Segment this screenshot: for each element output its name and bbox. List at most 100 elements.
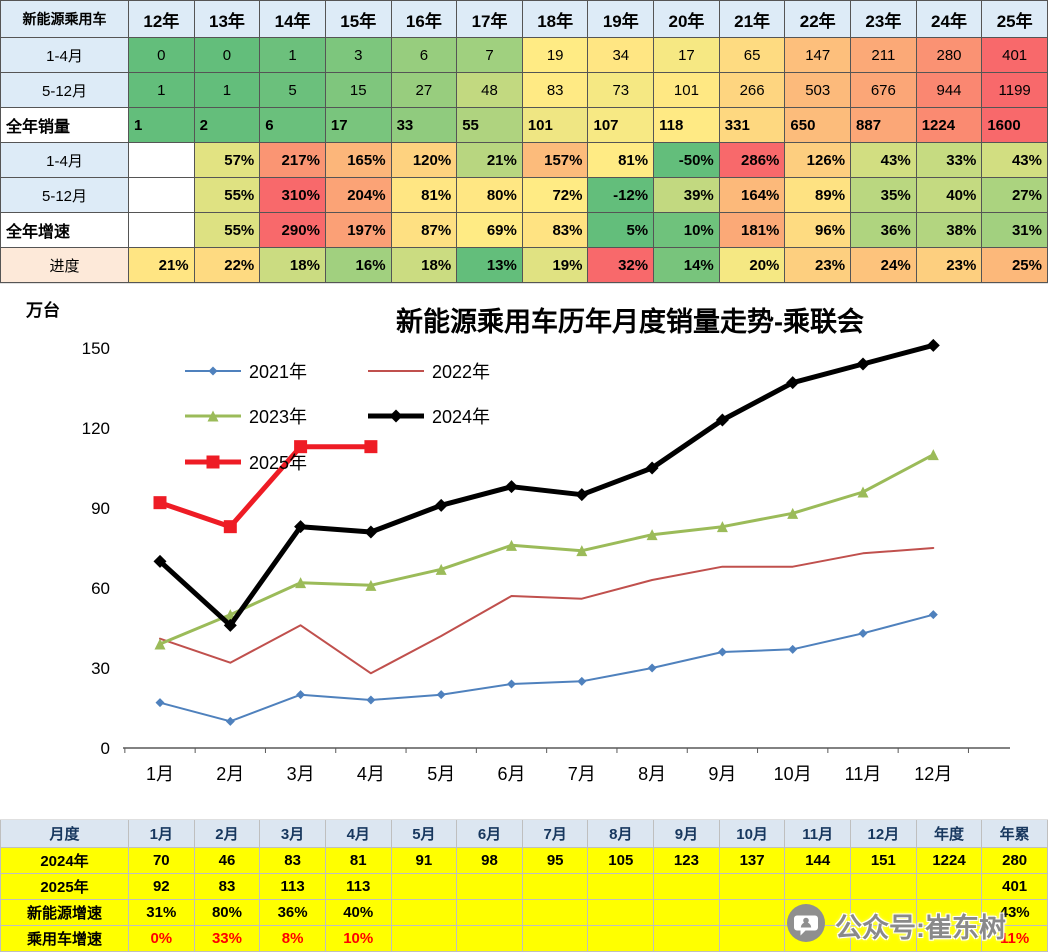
row-label-cell: 全年增速 [1,213,129,248]
heatmap-value-cell: 31% [982,213,1048,248]
heatmap-value-cell: 38% [916,213,983,248]
chart-title: 新能源乘用车历年月度销量走势-乘联会 [396,306,864,337]
heatmap-value-cell: 33 [391,108,458,143]
chart-marker [787,507,799,519]
chart-marker [645,461,659,475]
bottom-value-cell [391,900,458,926]
heatmap-value-cell: 107 [588,108,655,143]
heatmap-value-cell: 6 [391,38,458,73]
chart-marker [296,690,306,700]
year-header-cell: 13年 [194,1,261,38]
heatmap-value-cell: 310% [260,178,326,213]
y-tick-label: 120 [82,419,110,438]
heatmap-value-cell: 43% [851,143,917,178]
heatmap-value-cell: 0 [194,38,261,73]
heatmap-value-cell: 17 [654,38,720,73]
chart-marker [295,577,307,589]
heatmap-value-cell: 266 [719,73,786,108]
heatmap-value-cell: 21% [129,248,195,283]
row-label-cell: 5-12月 [1,178,129,213]
heatmap-value-cell: 13% [457,248,523,283]
chart-line-2024年 [157,342,936,628]
chart-marker [366,695,376,705]
heatmap-value-cell: 22% [194,248,261,283]
heatmap-value-cell: 126% [785,143,852,178]
chart-marker [207,410,219,422]
y-tick-label: 30 [91,659,110,678]
bottom-value-cell: 36% [260,900,326,926]
row-label-cell: 1-4月 [1,143,129,178]
year-header-cell: 18年 [522,1,589,38]
heatmap-value-cell: 120% [391,143,458,178]
chart-marker [646,529,658,541]
year-header-cell: 15年 [325,1,392,38]
bottom-value-cell [522,926,589,952]
chart-marker [786,376,800,390]
x-tick-label: 1月 [146,764,174,784]
heatmap-value-cell: 24% [851,248,917,283]
bottom-header-cell: 3月 [260,820,326,848]
year-header-cell: 23年 [851,1,917,38]
heatmap-value-cell: 19% [522,248,589,283]
chart-marker [154,638,166,650]
heatmap-value-cell: 39% [654,178,720,213]
heatmap-value-cell: 34 [588,38,655,73]
y-axis-unit-label: 万台 [25,300,60,320]
chart-marker [856,357,870,371]
bottom-header-cell: 9月 [654,820,720,848]
chart-marker [294,440,308,454]
legend-label-2025年: 2025年 [249,453,307,473]
bottom-value-cell [654,926,720,952]
chart-marker [576,545,588,557]
heatmap-value-cell: 15 [325,73,392,108]
year-header-cell: 14年 [260,1,326,38]
heatmap-value-cell: 1 [129,108,195,143]
bottom-value-cell: 33% [194,926,261,952]
heatmap-value-cell: 290% [260,213,326,248]
bottom-value-cell: 10% [325,926,392,952]
chart-marker [507,679,516,689]
heatmap-value-cell: 35% [851,178,917,213]
y-tick-label: 60 [91,579,110,598]
heatmap-value-cell: -12% [588,178,655,213]
heatmap-value-cell: 2 [194,108,261,143]
heatmap-value-cell: 217% [260,143,326,178]
year-header-cell: 19年 [588,1,655,38]
bottom-header-cell: 11月 [785,820,852,848]
heatmap-value-cell: 0 [129,38,195,73]
heatmap-value-cell: 89% [785,178,852,213]
heatmap-value-cell: 72% [522,178,589,213]
chart-marker [857,486,869,498]
heatmap-value-cell: 3 [325,38,392,73]
heatmap-value-cell: -50% [654,143,720,178]
chart-marker [575,488,589,502]
table-corner-label: 新能源乘用车 [1,1,129,38]
chart-marker [505,480,518,494]
year-header-cell: 21年 [719,1,786,38]
monthly-data-table: 月度 1月 2月 3月 4月 5月 6月 7月 8月 9月 10月 11月 12月 年度 年累 2024年 70… [0,820,1048,952]
heatmap-value-cell: 55 [457,108,523,143]
bottom-header-cell: 1月 [129,820,195,848]
x-tick-label: 5月 [427,764,455,784]
heatmap-value-cell: 944 [916,73,983,108]
heatmap-value-cell: 1 [129,73,195,108]
y-tick-label: 150 [82,339,110,358]
bottom-header-cell: 年累 [982,820,1048,848]
heatmap-value-cell: 5% [588,213,655,248]
chart-marker [716,521,728,533]
heatmap-value-cell: 157% [522,143,589,178]
top-table-row: 进度 21% 22% 18% 16% 18% 13% 19% 32% 14% 20% 23% 24% 23… [1,248,1048,283]
heatmap-value-cell: 87% [391,213,458,248]
top-table-row: 1-4月 57% 217% 165% 120% 21% 157% 81% -50% 286% 126… [1,143,1048,178]
heatmap-value-cell: 1600 [982,108,1048,143]
bottom-value-cell: 43% [982,900,1048,926]
heatmap-value-cell: 6 [260,108,326,143]
bottom-value-cell: 105 [588,848,655,874]
x-tick-label: 12月 [914,764,952,784]
top-table-row: 全年销量 1 2 6 17 33 55 101 107 118 331 650 887 1224 1600 [1,108,1048,143]
bottom-value-cell: 144 [785,848,852,874]
heatmap-value-cell: 164% [719,178,786,213]
watermark-text: 公众号:崔东树 [835,913,1006,943]
bottom-value-cell: 83 [194,874,261,900]
heatmap-value-cell: 96% [785,213,852,248]
